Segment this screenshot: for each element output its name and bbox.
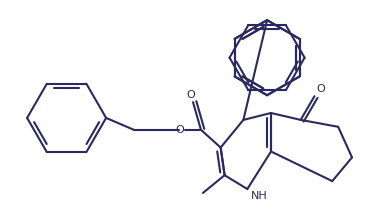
- Text: O: O: [176, 125, 185, 135]
- Text: NH: NH: [251, 191, 268, 201]
- Text: O: O: [317, 84, 325, 94]
- Text: O: O: [187, 90, 196, 100]
